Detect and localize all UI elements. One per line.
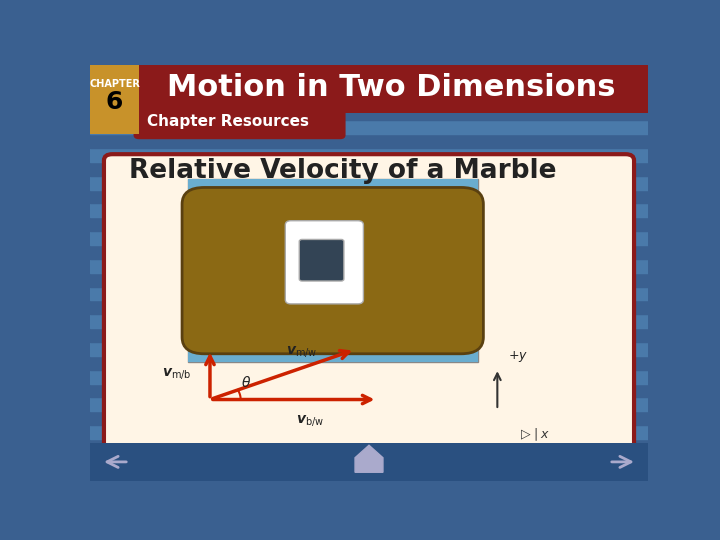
Text: 6: 6 <box>106 90 123 114</box>
Text: $+y$: $+y$ <box>508 349 528 364</box>
Bar <box>90 273 648 287</box>
Text: $\triangleright \mid x$: $\triangleright \mid x$ <box>520 427 550 443</box>
Bar <box>90 204 648 217</box>
Bar <box>90 148 648 162</box>
Bar <box>90 342 648 356</box>
Bar <box>90 383 648 397</box>
Text: CHAPTER: CHAPTER <box>89 78 140 89</box>
Text: $\theta$: $\theta$ <box>241 375 251 390</box>
FancyBboxPatch shape <box>104 154 634 449</box>
FancyBboxPatch shape <box>188 179 478 362</box>
Bar <box>90 217 648 231</box>
Bar <box>90 134 648 148</box>
Bar <box>90 328 648 342</box>
Bar <box>90 411 648 425</box>
Bar <box>90 65 648 79</box>
Bar <box>90 79 648 92</box>
Bar <box>90 397 648 411</box>
FancyBboxPatch shape <box>188 179 478 362</box>
Bar <box>90 162 648 176</box>
Text: Chapter Resources: Chapter Resources <box>148 114 310 129</box>
Bar <box>90 190 648 204</box>
Text: Relative Velocity of a Marble: Relative Velocity of a Marble <box>129 158 557 184</box>
Bar <box>90 106 648 120</box>
Bar <box>90 453 648 467</box>
FancyBboxPatch shape <box>285 221 364 304</box>
Bar <box>90 120 648 134</box>
FancyBboxPatch shape <box>133 106 346 139</box>
Bar <box>90 231 648 245</box>
Bar <box>90 439 648 453</box>
FancyBboxPatch shape <box>90 65 139 134</box>
FancyBboxPatch shape <box>90 443 648 481</box>
FancyBboxPatch shape <box>90 65 648 113</box>
FancyBboxPatch shape <box>182 187 483 354</box>
Bar <box>90 245 648 259</box>
Bar <box>90 259 648 273</box>
Bar <box>90 467 648 481</box>
Text: Motion in Two Dimensions: Motion in Two Dimensions <box>167 73 616 102</box>
Bar <box>90 370 648 383</box>
Text: $\boldsymbol{v}_{\mathrm{b/w}}$: $\boldsymbol{v}_{\mathrm{b/w}}$ <box>297 414 325 429</box>
Bar <box>90 92 648 106</box>
Text: $\boldsymbol{v}_{\mathrm{m/w}}$: $\boldsymbol{v}_{\mathrm{m/w}}$ <box>287 345 318 360</box>
Bar <box>90 300 648 314</box>
Bar <box>90 176 648 190</box>
Bar <box>90 356 648 370</box>
Bar <box>90 314 648 328</box>
Bar <box>90 287 648 300</box>
Text: $\boldsymbol{v}_{\mathrm{m/b}}$: $\boldsymbol{v}_{\mathrm{m/b}}$ <box>162 367 192 382</box>
Bar <box>90 425 648 439</box>
Polygon shape <box>355 446 383 472</box>
FancyBboxPatch shape <box>300 239 344 281</box>
